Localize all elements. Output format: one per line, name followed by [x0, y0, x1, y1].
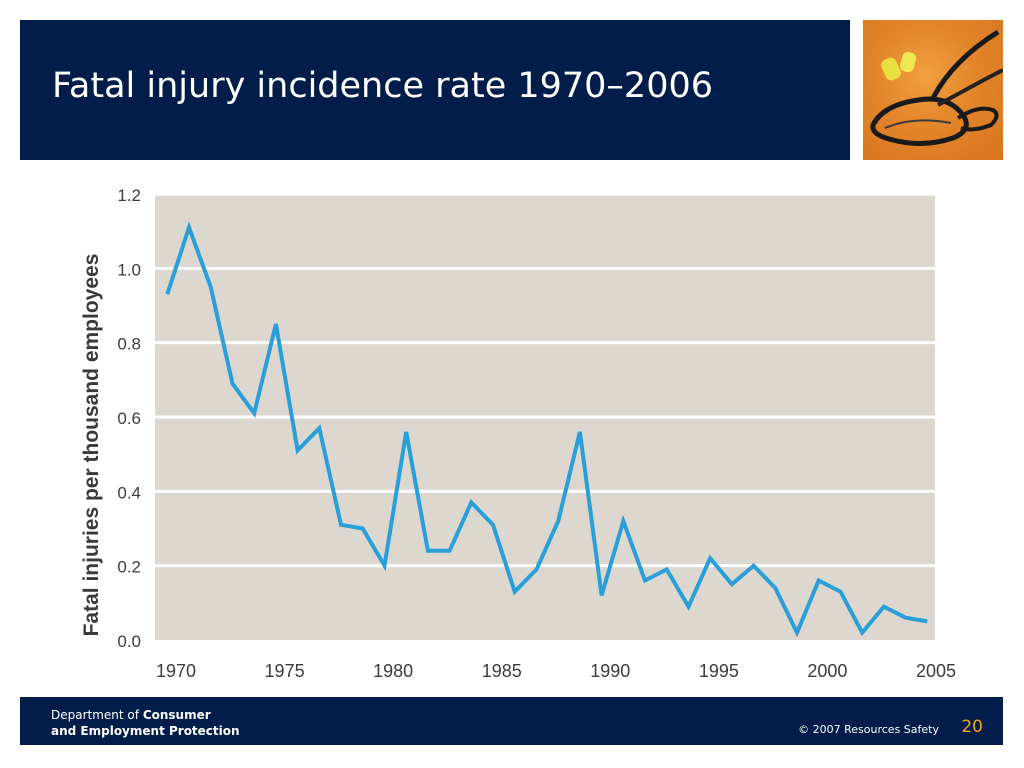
y-tick-label: 1.2	[117, 186, 141, 205]
dept-prefix: Department of	[51, 708, 143, 722]
x-tick-label: 2005	[916, 661, 956, 681]
x-tick-label: 1970	[156, 661, 196, 681]
copyright-text: © 2007 Resources Safety	[798, 723, 939, 736]
safety-glasses-photo	[863, 20, 1003, 160]
y-tick-label: 0.6	[117, 409, 141, 428]
y-axis-label: Fatal injuries per thousand employees	[80, 254, 103, 637]
safety-glasses-icon	[870, 29, 1003, 146]
department-name: Department of Consumer and Employment Pr…	[51, 707, 240, 739]
title-bar: Fatal injury incidence rate 1970–2006	[20, 20, 850, 160]
series-line	[165, 221, 928, 638]
x-tick-label: 1995	[699, 661, 739, 681]
dept-line2: and Employment Protection	[51, 724, 240, 738]
x-tick-label: 1985	[482, 661, 522, 681]
footer-bar: Department of Consumer and Employment Pr…	[20, 697, 1003, 745]
x-tick-label: 1980	[373, 661, 413, 681]
y-tick-label: 0.0	[117, 632, 141, 651]
slide-title: Fatal injury incidence rate 1970–2006	[52, 66, 714, 106]
x-tick-label: 1990	[590, 661, 630, 681]
x-tick-label: 2000	[807, 661, 847, 681]
y-tick-label: 0.4	[117, 483, 141, 502]
fatal-injury-line-chart: 0.0 0.2 0.4 0.6 0.8 1.0 1.2 1970 1975 1980 1985 199…	[80, 186, 956, 681]
y-tick-label: 0.2	[117, 558, 141, 577]
y-tick-label: 0.8	[117, 335, 141, 354]
y-tick-label: 1.0	[117, 260, 141, 279]
dept-consumer: Consumer	[142, 708, 211, 722]
x-tick-label: 1975	[265, 661, 305, 681]
page-number: 20	[961, 717, 983, 737]
